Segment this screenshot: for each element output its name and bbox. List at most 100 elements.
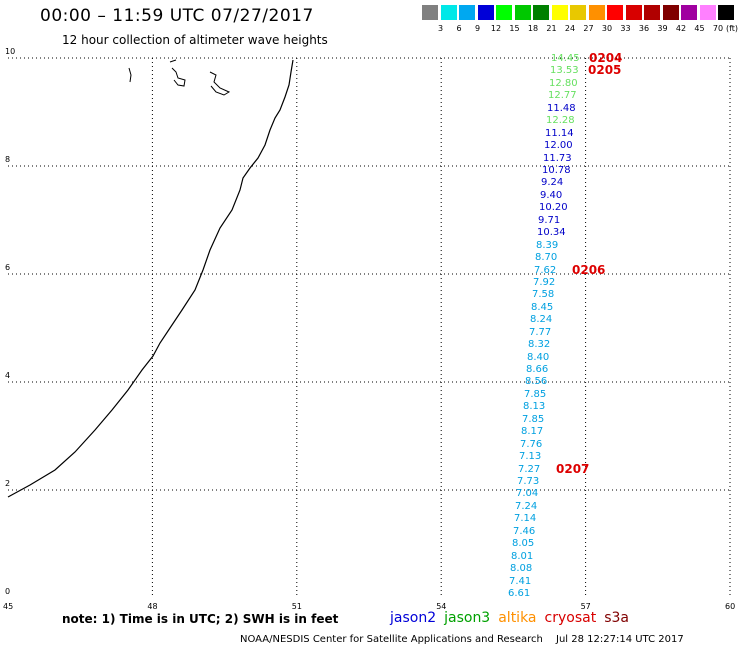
x-tick-label: 45 [3, 602, 14, 611]
wave-height-value: 11.73 [543, 152, 572, 164]
wave-height-value: 9.71 [538, 214, 561, 226]
x-tick-label: 57 [580, 602, 591, 611]
wave-height-value: 7.85 [524, 388, 547, 400]
wave-height-value: 13.53 [550, 65, 579, 77]
wave-height-value: 7.27 [518, 463, 541, 475]
scale-label: 9 [474, 24, 481, 33]
wave-height-value: 7.24 [515, 500, 538, 512]
scale-label: 30 [601, 24, 613, 33]
wave-height-value: 10.34 [537, 227, 566, 239]
scale-swatch [422, 5, 438, 20]
wave-height-value: 8.13 [523, 401, 546, 413]
pass-time-label: 0204 [589, 51, 623, 65]
y-tick-label: 2 [5, 479, 11, 488]
y-tick-label: 0 [5, 587, 11, 596]
pass-time-label: 0205 [588, 63, 622, 78]
scale-label: 3 [437, 24, 444, 33]
scale-swatch [551, 5, 568, 20]
scale-label: 39 [657, 24, 668, 33]
scale-label: 15 [509, 24, 520, 33]
generation-timestamp: Jul 28 12:27:14 UTC 2017 [556, 634, 684, 645]
scale-units: (ft) [725, 24, 739, 33]
wave-height-value: 8.24 [530, 314, 553, 326]
wave-height-value: 11.48 [547, 102, 576, 114]
scale-swatch [681, 5, 697, 20]
island-4 [169, 59, 177, 63]
y-tick-label: 6 [5, 263, 11, 272]
pass-time-label: 0206 [572, 262, 606, 277]
scale-swatch [662, 5, 679, 20]
wave-height-value: 7.85 [522, 413, 545, 425]
scale-label: 45 [694, 24, 705, 33]
wave-height-value: 7.62 [534, 264, 557, 276]
island-1 [128, 67, 132, 83]
scale-label: 12 [490, 24, 502, 33]
x-tick-label: 54 [436, 602, 447, 611]
wave-height-value: 7.14 [514, 513, 537, 525]
wave-height-value: 11.14 [545, 127, 574, 139]
wave-height-value: 8.01 [511, 550, 534, 562]
scale-swatch [570, 5, 586, 20]
wave-height-value: 7.76 [520, 438, 543, 450]
wave-height-value: 8.66 [526, 364, 549, 376]
scale-swatch [625, 5, 642, 20]
wave-height-value: 6.61 [508, 588, 531, 599]
x-tick-label: 60 [725, 602, 736, 611]
scale-label: 42 [675, 24, 687, 33]
scale-swatch [607, 5, 623, 20]
wave-height-value: 7.73 [517, 476, 540, 488]
scale-swatch [533, 5, 549, 20]
legend-satellite-cryosat: cryosat [544, 610, 597, 626]
wave-height-value: 8.45 [531, 301, 554, 313]
wave-height-value: 7.92 [533, 276, 556, 288]
wave-height-value: 8.40 [527, 351, 550, 363]
wave-height-value: 7.13 [519, 451, 542, 463]
island-3 [209, 71, 231, 96]
legend-satellite-jason3: jason3 [444, 610, 491, 626]
wave-height-value: 12.77 [548, 90, 577, 102]
scale-label: 18 [527, 24, 539, 33]
scale-swatch [699, 5, 716, 20]
wave-height-value: 12.80 [549, 77, 578, 89]
map-title: 00:00 – 11:59 UTC 07/27/2017 [40, 6, 314, 26]
scale-swatch [440, 5, 457, 20]
scale-label: 36 [638, 24, 650, 33]
wave-height-value: 10.78 [542, 164, 571, 176]
wave-height-value: 7.46 [513, 525, 536, 537]
y-tick-label: 8 [5, 155, 11, 164]
scale-swatch [718, 5, 734, 20]
x-tick-label: 48 [147, 602, 158, 611]
x-tick-label: 51 [291, 602, 302, 611]
wave-height-value: 8.39 [536, 239, 559, 251]
wave-height-value: 7.77 [529, 326, 552, 338]
credit-line: NOAA/NESDIS Center for Satellite Applica… [240, 634, 543, 645]
wave-height-value: 9.40 [540, 189, 563, 201]
wave-height-value: 12.00 [544, 140, 573, 152]
scale-label: 6 [456, 24, 462, 33]
wave-height-value: 12.28 [546, 115, 575, 127]
pass-time-label: 0207 [556, 461, 590, 476]
wave-height-value: 8.05 [512, 538, 535, 550]
scale-swatch [514, 5, 531, 20]
scale-swatch [644, 5, 660, 20]
wave-height-value: 7.41 [509, 575, 532, 587]
wave-height-value: 10.20 [539, 202, 568, 214]
wave-height-value: 8.70 [535, 252, 558, 264]
wave-height-value: 7.58 [532, 289, 555, 301]
legend-satellite-altika: altika [498, 610, 537, 626]
scale-label: 70 [712, 24, 724, 33]
footer-note: note: 1) Time is in UTC; 2) SWH is in fe… [62, 612, 339, 626]
wave-height-value: 14.45 [551, 53, 580, 64]
wave-height-value: 8.08 [510, 563, 533, 575]
map-subtitle: 12 hour collection of altimeter wave hei… [62, 33, 328, 47]
scale-swatch [588, 5, 605, 20]
coastline [7, 59, 294, 498]
scale-swatch [496, 5, 512, 20]
wave-height-value: 8.17 [521, 426, 544, 438]
grid-lines [8, 57, 731, 598]
wave-height-value: 9.24 [541, 177, 564, 189]
y-tick-label: 10 [5, 47, 16, 56]
wave-height-value: 8.56 [525, 376, 548, 388]
scale-swatch [477, 5, 494, 20]
